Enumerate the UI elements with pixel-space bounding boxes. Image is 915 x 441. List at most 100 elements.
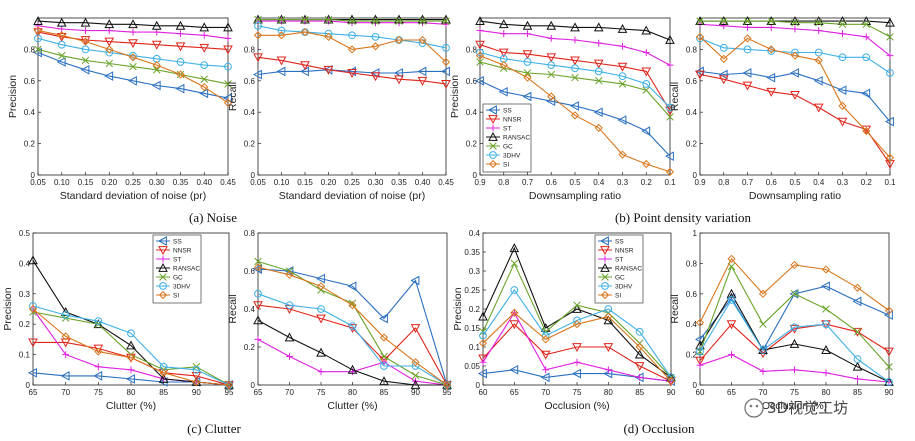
- caption-a: (a) Noise: [189, 210, 237, 225]
- legend-marker: [159, 255, 167, 263]
- series-si: [478, 308, 676, 386]
- x-tick-label: 0.30: [368, 178, 384, 187]
- x-tick-label: 70: [285, 388, 294, 397]
- x-tick-label: 0.4: [813, 178, 825, 187]
- data-point: [223, 98, 233, 107]
- data-point: [719, 54, 728, 63]
- series-3dhv: [34, 34, 232, 71]
- data-point: [743, 45, 752, 54]
- x-tick-label: 80: [348, 388, 357, 397]
- y-tick-label: 0: [251, 381, 256, 390]
- data-point: [523, 69, 532, 77]
- data-point: [604, 305, 613, 313]
- x-tick-label: 0.45: [220, 178, 236, 187]
- series-gc: [254, 15, 450, 25]
- data-point: [224, 35, 232, 42]
- data-point: [192, 365, 201, 374]
- data-point: [442, 43, 450, 52]
- series-line: [37, 37, 229, 68]
- data-point: [822, 320, 830, 329]
- data-point: [547, 61, 556, 69]
- y-tick-label: 0.4: [24, 108, 36, 117]
- data-point: [284, 266, 294, 276]
- legend-marker: [488, 131, 498, 141]
- data-point: [60, 338, 71, 348]
- data-point: [665, 34, 675, 44]
- caption-d: (d) Occlusion: [623, 421, 695, 436]
- data-point: [759, 367, 767, 375]
- data-point: [593, 107, 603, 118]
- data-point: [224, 62, 232, 71]
- x-tick-label: 0.2: [641, 178, 653, 187]
- plot-frame: [257, 17, 447, 176]
- x-tick-label: 70: [759, 388, 768, 397]
- series-si: [253, 263, 452, 390]
- data-point: [822, 369, 830, 377]
- data-point: [666, 377, 676, 386]
- data-point: [593, 59, 604, 69]
- data-point: [572, 343, 582, 353]
- data-point: [766, 72, 776, 83]
- data-point: [254, 257, 262, 266]
- data-point: [820, 281, 830, 292]
- y-axis-label: Recall: [669, 82, 681, 111]
- y-tick-label: 0: [693, 381, 698, 390]
- data-point: [199, 88, 209, 99]
- legend-marker: [159, 282, 167, 290]
- data-point: [728, 351, 735, 358]
- data-point: [571, 368, 581, 379]
- data-point: [200, 61, 209, 69]
- y-tick-label: 0.4: [686, 320, 698, 329]
- x-tick-label: 0.7: [742, 178, 754, 187]
- y-tick-label: 0: [693, 171, 698, 180]
- data-point: [380, 352, 388, 361]
- x-tick-label: 75: [573, 388, 582, 397]
- y-tick-label: 0.8: [466, 45, 478, 54]
- legend-label: SI: [615, 292, 621, 299]
- legend-marker: [489, 151, 497, 159]
- data-point: [571, 64, 579, 73]
- x-axis-label: Downsampling ratio: [749, 190, 841, 202]
- data-point: [192, 377, 201, 387]
- data-point: [371, 32, 380, 41]
- data-point: [252, 264, 262, 274]
- data-point: [347, 281, 357, 292]
- series-nnsr: [253, 53, 451, 89]
- x-tick-label: 0.4: [593, 178, 605, 187]
- series-line: [258, 31, 447, 63]
- data-point: [618, 80, 627, 88]
- y-axis-label: Recall: [227, 294, 239, 323]
- data-point: [253, 315, 263, 325]
- series-line: [699, 257, 890, 323]
- data-point: [821, 265, 831, 274]
- x-tick-label: 65: [29, 388, 38, 397]
- wechat-icon: [744, 398, 764, 418]
- data-point: [744, 24, 751, 31]
- data-point: [104, 71, 114, 81]
- x-tick-label: 0.20: [321, 178, 337, 187]
- data-point: [475, 16, 485, 26]
- y-tick-label: 0.4: [19, 259, 31, 268]
- y-tick-label: 0.2: [686, 140, 698, 149]
- data-point: [594, 123, 603, 133]
- y-tick-label: 0.6: [686, 290, 698, 299]
- legend-marker: [158, 290, 168, 300]
- data-point: [666, 113, 674, 121]
- data-point: [442, 380, 452, 390]
- data-point: [861, 88, 871, 99]
- data-point: [718, 69, 728, 80]
- series-nnsr: [475, 40, 675, 116]
- y-tick-label: 0.2: [469, 305, 481, 314]
- legend-marker: [488, 115, 498, 125]
- x-axis-label: Clutter (%): [327, 400, 377, 412]
- data-point: [128, 39, 138, 49]
- x-tick-label: 0.1: [664, 178, 676, 187]
- x-axis-label: Standard deviation of noise (pr): [279, 190, 426, 202]
- y-tick-label: 0.2: [244, 140, 256, 149]
- legend-label: SI: [173, 292, 179, 299]
- data-point: [80, 64, 90, 75]
- data-point: [547, 92, 556, 101]
- data-point: [324, 32, 333, 41]
- data-point: [789, 338, 800, 348]
- data-point: [394, 75, 404, 85]
